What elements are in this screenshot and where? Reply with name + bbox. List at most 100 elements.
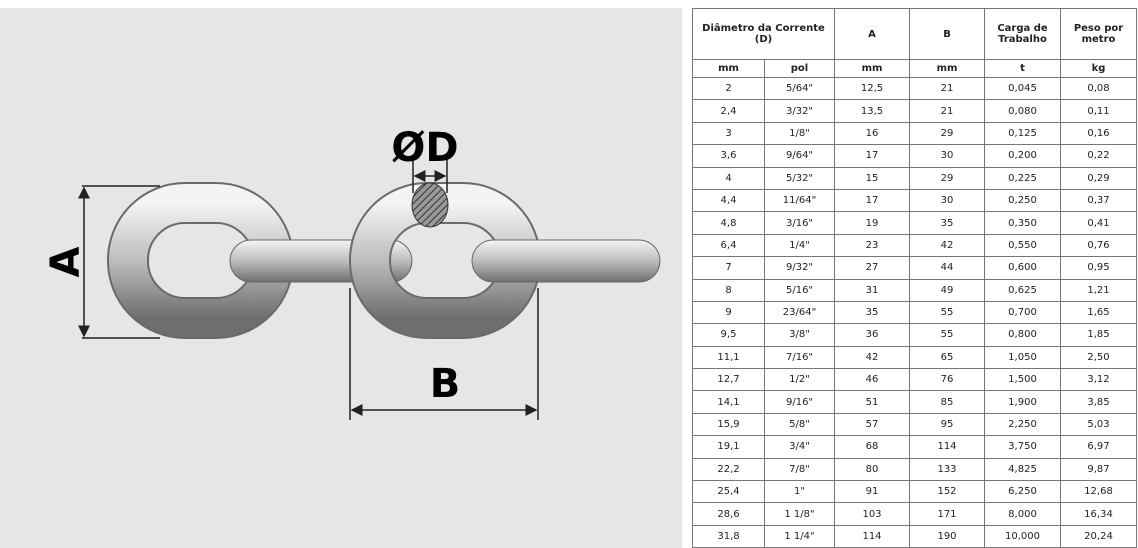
header-cell: B bbox=[909, 8, 985, 60]
unit-cell: kg bbox=[1060, 59, 1137, 78]
data-cell: 5,03 bbox=[1060, 412, 1137, 437]
data-row: 9 23/64" 35 55 0,700 1,65 bbox=[692, 300, 1137, 325]
data-cell: 0,95 bbox=[1060, 256, 1137, 280]
data-cell: 4 bbox=[692, 166, 765, 190]
data-cell: 1/2" bbox=[764, 368, 835, 392]
data-cell: 0,16 bbox=[1060, 121, 1137, 146]
data-cell: 0,37 bbox=[1060, 188, 1137, 213]
data-cell: 21 bbox=[909, 76, 985, 101]
data-row: 19,1 3/4" 68 114 3,750 6,97 bbox=[692, 435, 1137, 459]
data-cell: 36 bbox=[834, 323, 910, 347]
data-cell: 1" bbox=[764, 480, 835, 504]
label-a: A bbox=[43, 246, 89, 277]
data-cell: 0,550 bbox=[984, 233, 1061, 258]
data-cell: 68 bbox=[834, 435, 910, 459]
data-cell: 5/64" bbox=[764, 76, 835, 101]
data-cell: 0,29 bbox=[1060, 166, 1137, 190]
data-cell: 0,11 bbox=[1060, 99, 1137, 123]
data-row: 11,1 7/16" 42 65 1,050 2,50 bbox=[692, 345, 1137, 370]
data-cell: 29 bbox=[909, 166, 985, 190]
data-cell: 15,9 bbox=[692, 412, 765, 437]
data-cell: 7 bbox=[692, 256, 765, 280]
data-cell: 3 bbox=[692, 121, 765, 146]
data-cell: 3,750 bbox=[984, 435, 1061, 459]
header-row: Diâmetro da Corrente (D) A B Carga de Traba… bbox=[692, 8, 1137, 60]
data-cell: 57 bbox=[834, 412, 910, 437]
data-cell: 30 bbox=[909, 144, 985, 168]
data-cell: 5/8" bbox=[764, 412, 835, 437]
units-row: mm pol mm mm t kg bbox=[692, 59, 1137, 78]
data-cell: 114 bbox=[909, 435, 985, 459]
data-cell: 4,4 bbox=[692, 188, 765, 213]
data-cell: 9,5 bbox=[692, 323, 765, 347]
data-row: 4 5/32" 15 29 0,225 0,29 bbox=[692, 166, 1137, 190]
data-cell: 152 bbox=[909, 480, 985, 504]
data-cell: 17 bbox=[834, 144, 910, 168]
data-cell: 2,4 bbox=[692, 99, 765, 123]
data-cell: 4,825 bbox=[984, 457, 1061, 482]
data-cell: 25,4 bbox=[692, 480, 765, 504]
data-cell: 91 bbox=[834, 480, 910, 504]
data-cell: 190 bbox=[909, 524, 985, 548]
data-cell: 95 bbox=[909, 412, 985, 437]
data-cell: 1 1/8" bbox=[764, 502, 835, 526]
data-cell: 2,250 bbox=[984, 412, 1061, 437]
data-row: 31,8 1 1/4" 114 190 10,000 20,24 bbox=[692, 524, 1137, 548]
data-cell: 1/4" bbox=[764, 233, 835, 258]
data-cell: 171 bbox=[909, 502, 985, 526]
data-cell: 17 bbox=[834, 188, 910, 213]
data-cell: 1 1/4" bbox=[764, 524, 835, 548]
data-row: 14,1 9/16" 51 85 1,900 3,85 bbox=[692, 390, 1137, 414]
data-cell: 2 bbox=[692, 76, 765, 101]
data-cell: 12,7 bbox=[692, 368, 765, 392]
data-cell: 5/16" bbox=[764, 278, 835, 302]
data-cell: 35 bbox=[909, 211, 985, 235]
data-cell: 0,76 bbox=[1060, 233, 1137, 258]
data-cell: 44 bbox=[909, 256, 985, 280]
data-cell: 23 bbox=[834, 233, 910, 258]
data-cell: 1/8" bbox=[764, 121, 835, 146]
label-b: B bbox=[430, 361, 461, 407]
data-row: 7 9/32" 27 44 0,600 0,95 bbox=[692, 256, 1137, 280]
data-row: 12,7 1/2" 46 76 1,500 3,12 bbox=[692, 368, 1137, 392]
data-cell: 6,97 bbox=[1060, 435, 1137, 459]
data-cell: 49 bbox=[909, 278, 985, 302]
data-cell: 55 bbox=[909, 300, 985, 325]
data-cell: 0,800 bbox=[984, 323, 1061, 347]
data-cell: 55 bbox=[909, 323, 985, 347]
data-cell: 22,2 bbox=[692, 457, 765, 482]
chain bbox=[107, 182, 661, 339]
data-cell: 15 bbox=[834, 166, 910, 190]
data-cell: 23/64" bbox=[764, 300, 835, 325]
data-cell: 1,050 bbox=[984, 345, 1061, 370]
data-cell: 27 bbox=[834, 256, 910, 280]
data-cell: 1,65 bbox=[1060, 300, 1137, 325]
data-row: 15,9 5/8" 57 95 2,250 5,03 bbox=[692, 412, 1137, 437]
data-cell: 13,5 bbox=[834, 99, 910, 123]
data-cell: 114 bbox=[834, 524, 910, 548]
data-cell: 16,34 bbox=[1060, 502, 1137, 526]
data-cell: 10,000 bbox=[984, 524, 1061, 548]
data-cell: 5/32" bbox=[764, 166, 835, 190]
data-cell: 12,68 bbox=[1060, 480, 1137, 504]
data-cell: 51 bbox=[834, 390, 910, 414]
data-cell: 0,600 bbox=[984, 256, 1061, 280]
data-row: 8 5/16" 31 49 0,625 1,21 bbox=[692, 278, 1137, 302]
unit-cell: mm bbox=[909, 59, 985, 78]
data-cell: 29 bbox=[909, 121, 985, 146]
data-row: 4,8 3/16" 19 35 0,350 0,41 bbox=[692, 211, 1137, 235]
data-row: 25,4 1" 91 152 6,250 12,68 bbox=[692, 480, 1137, 504]
label-d: ØD bbox=[391, 125, 458, 171]
data-cell: 42 bbox=[909, 233, 985, 258]
unit-cell: mm bbox=[692, 59, 765, 78]
data-cell: 0,350 bbox=[984, 211, 1061, 235]
data-cell: 1,900 bbox=[984, 390, 1061, 414]
data-cell: 19,1 bbox=[692, 435, 765, 459]
data-cell: 0,41 bbox=[1060, 211, 1137, 235]
data-cell: 9 bbox=[692, 300, 765, 325]
data-row: 6,4 1/4" 23 42 0,550 0,76 bbox=[692, 233, 1137, 258]
data-cell: 3,6 bbox=[692, 144, 765, 168]
data-cell: 35 bbox=[834, 300, 910, 325]
data-cell: 3/4" bbox=[764, 435, 835, 459]
data-cell: 21 bbox=[909, 99, 985, 123]
